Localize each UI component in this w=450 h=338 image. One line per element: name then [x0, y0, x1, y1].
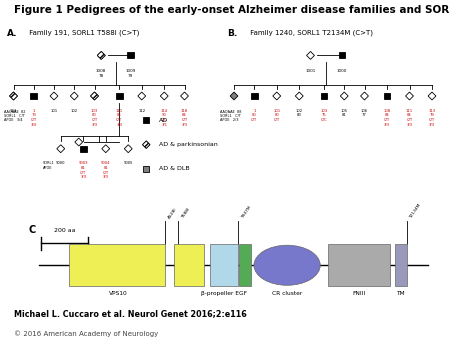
- Bar: [383, 93, 391, 99]
- Polygon shape: [306, 51, 315, 59]
- Polygon shape: [143, 141, 150, 148]
- Text: AD & DLB: AD & DLB: [158, 167, 189, 171]
- Polygon shape: [340, 92, 348, 100]
- Text: 1
80
C/T: 1 80 C/T: [251, 109, 257, 122]
- Text: 200 aa: 200 aa: [54, 228, 76, 233]
- Bar: [143, 166, 149, 172]
- Polygon shape: [90, 92, 99, 100]
- Text: 113
79
C/T
3/3: 113 79 C/T 3/3: [428, 109, 436, 126]
- Text: AAQAAE  88
SORL1   C/T
APOE   2/3: AAQAAE 88 SORL1 C/T APOE 2/3: [220, 109, 242, 122]
- Text: Family 1240, SORL1 T2134M (C>T): Family 1240, SORL1 T2134M (C>T): [248, 29, 373, 35]
- Bar: [320, 93, 328, 99]
- Text: 1001: 1001: [306, 69, 315, 73]
- Bar: [174, 244, 204, 286]
- Text: TM: TM: [396, 291, 405, 296]
- Polygon shape: [360, 92, 369, 100]
- Text: 101
80
C/T: 101 80 C/T: [273, 109, 280, 122]
- Bar: [251, 93, 257, 99]
- Polygon shape: [295, 92, 303, 100]
- Bar: [69, 244, 165, 286]
- Polygon shape: [90, 92, 99, 100]
- Text: T947M: T947M: [240, 206, 252, 220]
- Polygon shape: [9, 92, 18, 100]
- Polygon shape: [230, 92, 238, 100]
- Polygon shape: [160, 92, 168, 100]
- Bar: [338, 52, 346, 58]
- Polygon shape: [405, 92, 414, 100]
- Text: 104: 104: [10, 109, 17, 113]
- Text: SORL1
APOE: SORL1 APOE: [43, 162, 54, 170]
- Text: 106
77: 106 77: [361, 109, 368, 117]
- Polygon shape: [9, 92, 18, 100]
- Polygon shape: [428, 92, 436, 100]
- Polygon shape: [273, 92, 281, 100]
- Text: 9000: 9000: [56, 162, 66, 166]
- Text: 102
83: 102 83: [296, 109, 303, 117]
- Text: 111
84
C/T
3/3: 111 84 C/T 3/3: [406, 109, 413, 126]
- Text: FNIII: FNIII: [352, 291, 365, 296]
- Text: 9003
81
C/T
3/3: 9003 81 C/T 3/3: [78, 162, 88, 179]
- Bar: [239, 244, 251, 286]
- Text: T2134M: T2134M: [409, 203, 422, 220]
- Text: T588I: T588I: [180, 208, 190, 220]
- Text: 101: 101: [50, 109, 58, 113]
- Polygon shape: [75, 138, 83, 146]
- Text: AAQAAE  82
SORL1   C/T
APOE   3/4: AAQAAE 82 SORL1 C/T APOE 3/4: [4, 109, 26, 122]
- Text: © 2016 American Academy of Neurology: © 2016 American Academy of Neurology: [14, 331, 158, 337]
- Polygon shape: [124, 145, 132, 153]
- Bar: [127, 52, 134, 58]
- Bar: [143, 118, 149, 123]
- Text: Family 191, SORL1 T588I (C>T): Family 191, SORL1 T588I (C>T): [27, 29, 140, 35]
- Polygon shape: [143, 141, 150, 148]
- Text: 105
81: 105 81: [341, 109, 348, 117]
- Bar: [210, 244, 238, 286]
- Text: 108
84
C/T
3/3: 108 84 C/T 3/3: [383, 109, 391, 126]
- Polygon shape: [50, 92, 58, 100]
- Text: AD: AD: [158, 118, 168, 123]
- Text: 103
75
C/C: 103 75 C/C: [320, 109, 328, 122]
- Polygon shape: [70, 92, 78, 100]
- Text: Michael L. Cuccaro et al. Neurol Genet 2016;2:e116: Michael L. Cuccaro et al. Neurol Genet 2…: [14, 309, 246, 318]
- Polygon shape: [57, 145, 65, 153]
- Polygon shape: [97, 51, 105, 59]
- Text: 1000: 1000: [337, 69, 347, 73]
- Text: C: C: [28, 225, 36, 235]
- Text: 1
73
C/T
3/4: 1 73 C/T 3/4: [31, 109, 37, 126]
- Text: VPS10: VPS10: [109, 291, 128, 296]
- Text: CR cluster: CR cluster: [272, 291, 302, 296]
- Text: 1008
78: 1008 78: [96, 69, 107, 78]
- Text: β-propeller EGF: β-propeller EGF: [201, 291, 247, 296]
- Ellipse shape: [254, 245, 320, 285]
- Text: 102: 102: [71, 109, 78, 113]
- Text: 9005: 9005: [123, 162, 133, 166]
- Polygon shape: [180, 92, 189, 100]
- Text: 111
84
C/T
3/3: 111 84 C/T 3/3: [116, 109, 123, 126]
- Text: Figure 1 Pedigrees of the early-onset Alzheimer disease families and SORL1 prote: Figure 1 Pedigrees of the early-onset Al…: [14, 5, 450, 15]
- Text: AD & parkinsonian: AD & parkinsonian: [158, 142, 217, 147]
- Bar: [116, 93, 122, 99]
- Bar: [80, 146, 86, 152]
- Text: B.: B.: [227, 29, 238, 38]
- Text: 114
90
C/C
3/1: 114 90 C/C 3/1: [161, 109, 168, 126]
- Text: 9004
81
C/T
3/3: 9004 81 C/T 3/3: [101, 162, 111, 179]
- Text: 103
80
C/T
3/3: 103 80 C/T 3/3: [91, 109, 98, 126]
- Bar: [395, 244, 407, 286]
- Text: A528I: A528I: [167, 207, 178, 220]
- Polygon shape: [138, 92, 146, 100]
- Bar: [31, 93, 37, 99]
- Polygon shape: [97, 51, 105, 59]
- Text: 118
84
C/T
3/3: 118 84 C/T 3/3: [181, 109, 188, 126]
- Bar: [328, 244, 390, 286]
- Text: 112: 112: [138, 109, 145, 113]
- Polygon shape: [102, 145, 110, 153]
- Text: 1009
79: 1009 79: [125, 69, 136, 78]
- Text: A.: A.: [7, 29, 17, 38]
